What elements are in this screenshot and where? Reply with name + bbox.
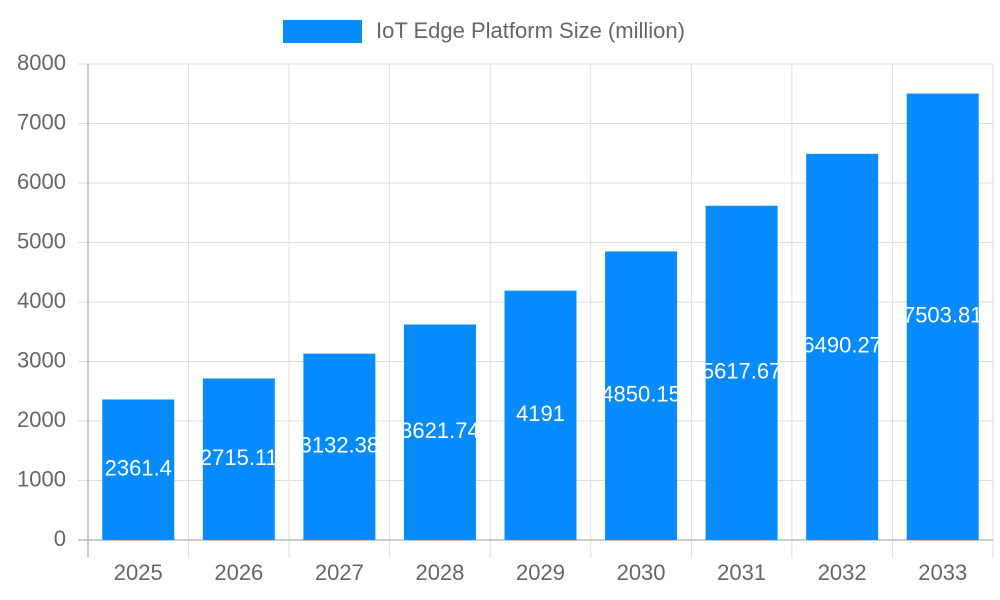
y-tick-label: 7000 [17,109,66,134]
data-label: 3132.38 [300,433,380,458]
data-label: 2361.4 [105,456,172,481]
x-tick-label: 2033 [918,560,967,585]
y-tick-label: 5000 [17,228,66,253]
bar [202,378,275,540]
legend-label: IoT Edge Platform Size (million) [376,18,685,43]
x-tick-label: 2030 [617,560,666,585]
bar [504,290,577,540]
x-tick-label: 2032 [818,560,867,585]
x-tick-label: 2028 [415,560,464,585]
data-label: 2715.11 [200,445,278,470]
x-tick-label: 2026 [214,560,263,585]
data-label: 4191 [516,401,565,426]
legend-swatch [283,20,362,43]
bar [705,205,778,540]
data-label: 4850.15 [601,382,681,407]
data-label: 6490.27 [802,333,882,358]
bar [605,251,678,540]
x-tick-label: 2029 [516,560,565,585]
y-tick-label: 3000 [17,347,66,372]
bar [303,353,376,540]
y-tick-label: 0 [54,526,66,551]
bar [906,93,979,540]
y-tick-label: 8000 [17,50,66,75]
x-tick-label: 2031 [717,560,766,585]
y-tick-label: 4000 [17,288,66,313]
x-tick-label: 2025 [114,560,163,585]
data-label: 5617.67 [702,359,782,384]
bar [403,324,476,540]
data-label: 3621.74 [400,418,480,443]
y-tick-label: 6000 [17,169,66,194]
data-label: 7503.81 [903,303,983,328]
y-tick-label: 2000 [17,407,66,432]
x-tick-label: 2027 [315,560,364,585]
bar [806,153,879,541]
bar [102,399,175,540]
y-tick-label: 1000 [17,466,66,491]
